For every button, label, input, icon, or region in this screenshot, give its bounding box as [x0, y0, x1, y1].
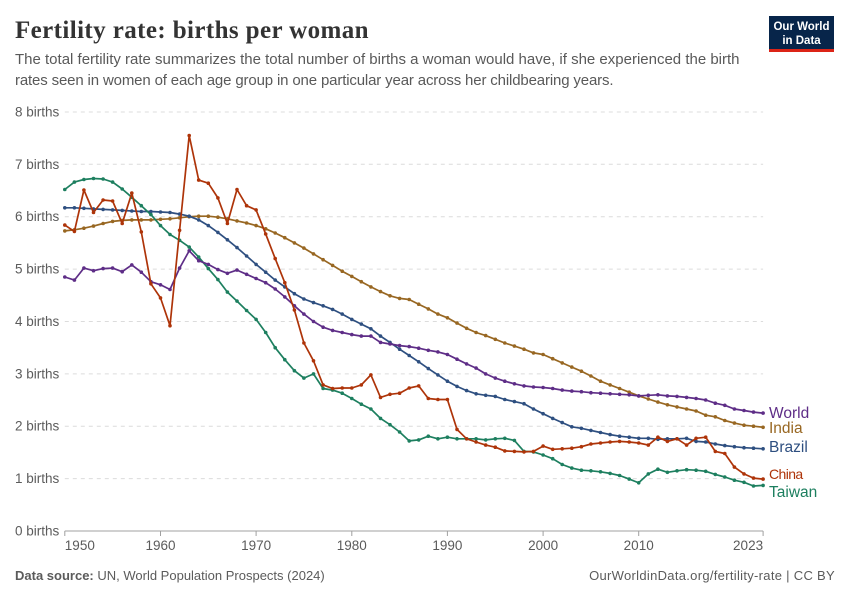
- svg-text:8 births: 8 births: [15, 105, 60, 120]
- svg-text:1960: 1960: [145, 538, 175, 553]
- svg-text:2000: 2000: [528, 538, 558, 553]
- svg-text:China: China: [769, 466, 803, 482]
- svg-text:Brazil: Brazil: [769, 439, 808, 456]
- svg-text:2 births: 2 births: [15, 419, 60, 434]
- svg-text:India: India: [769, 420, 803, 437]
- svg-text:World: World: [769, 405, 809, 422]
- svg-text:7 births: 7 births: [15, 157, 60, 172]
- svg-text:1950: 1950: [65, 538, 95, 553]
- svg-text:0 births: 0 births: [15, 524, 60, 539]
- svg-text:2023: 2023: [733, 538, 763, 553]
- svg-text:2010: 2010: [624, 538, 654, 553]
- svg-text:4 births: 4 births: [15, 314, 60, 329]
- svg-text:6 births: 6 births: [15, 209, 60, 224]
- svg-text:3 births: 3 births: [15, 366, 60, 381]
- svg-text:1990: 1990: [432, 538, 462, 553]
- svg-text:1 births: 1 births: [15, 471, 60, 486]
- svg-text:1980: 1980: [337, 538, 367, 553]
- svg-text:Taiwan: Taiwan: [769, 484, 817, 501]
- svg-text:5 births: 5 births: [15, 262, 60, 277]
- svg-text:1970: 1970: [241, 538, 271, 553]
